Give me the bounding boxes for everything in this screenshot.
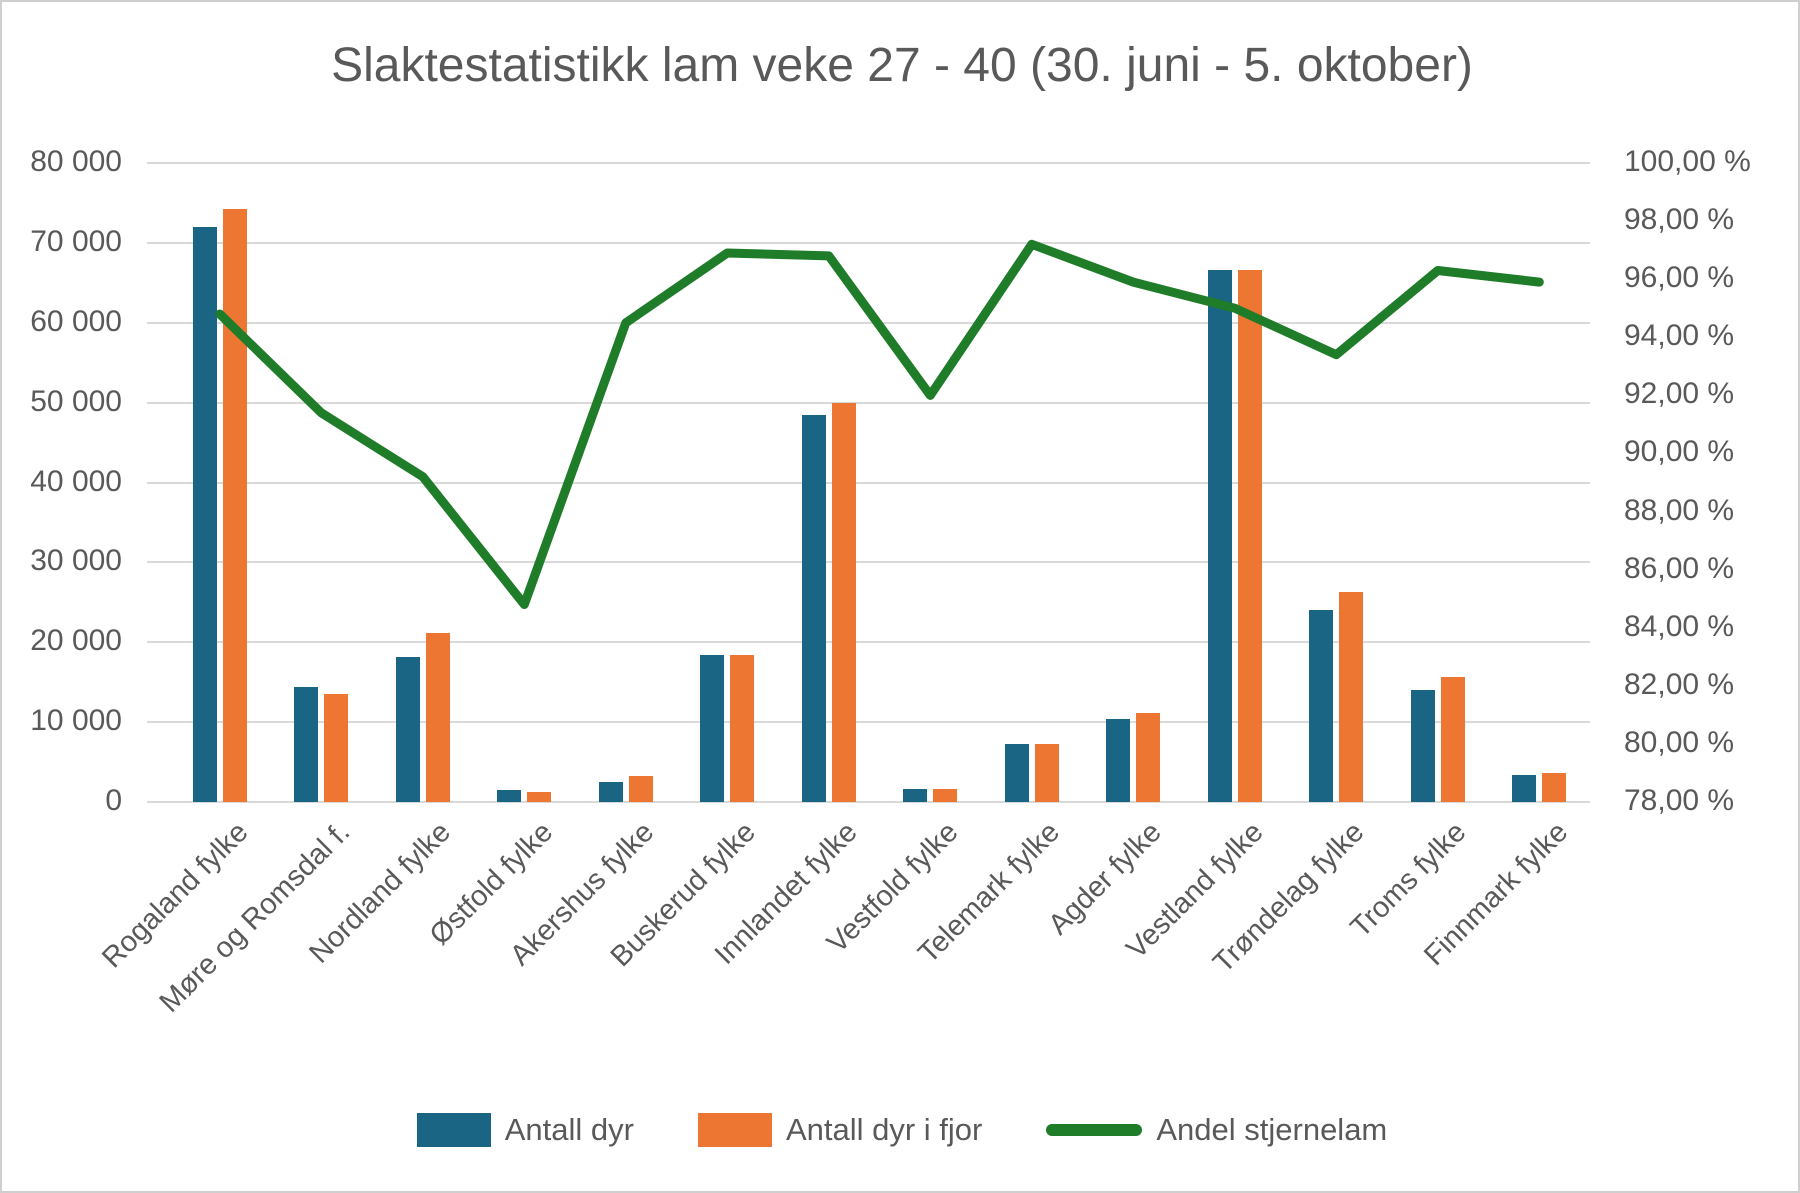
bar-antall-dyr-i-fjor (1035, 744, 1059, 802)
bar-antall-dyr (497, 790, 521, 802)
left-axis-tick-label: 20 000 (30, 624, 122, 657)
bar-antall-dyr-i-fjor (324, 694, 348, 802)
bar-antall-dyr (1106, 719, 1130, 802)
right-axis-tick-label: 84,00 % (1624, 610, 1735, 643)
bar-antall-dyr (1309, 610, 1333, 802)
left-axis-tick-label: 10 000 (30, 704, 122, 737)
right-axis-tick-label: 90,00 % (1624, 435, 1735, 468)
bar-antall-dyr-i-fjor (933, 789, 957, 802)
left-axis-tick-label: 60 000 (30, 305, 122, 338)
gridline (147, 482, 1590, 484)
bar-antall-dyr-i-fjor (1441, 677, 1465, 802)
bar-antall-dyr (1005, 744, 1029, 802)
bar-antall-dyr-i-fjor (730, 655, 754, 802)
bar-antall-dyr-i-fjor (1238, 270, 1262, 802)
bar-antall-dyr-i-fjor (527, 792, 551, 802)
left-axis-tick-label: 50 000 (30, 385, 122, 418)
gridline (147, 242, 1590, 244)
legend-label: Antall dyr i fjor (785, 1112, 983, 1147)
left-axis-tick-label: 0 (105, 784, 122, 817)
left-axis-tick-label: 30 000 (30, 544, 122, 577)
right-axis-tick-label: 78,00 % (1624, 784, 1735, 817)
gridline (147, 322, 1590, 324)
right-axis-tick-label: 92,00 % (1624, 377, 1735, 410)
right-axis-tick-label: 98,00 % (1624, 203, 1735, 236)
left-axis-tick-label: 70 000 (30, 225, 122, 258)
legend: Antall dyr Antall dyr i fjor Andel stjer… (2, 1100, 1798, 1160)
bar-antall-dyr (1411, 690, 1435, 802)
gridline (147, 162, 1590, 164)
legend-item-andel-stjernelam: Andel stjernelam (1046, 1112, 1387, 1148)
bar-antall-dyr-i-fjor (832, 403, 856, 802)
bar-antall-dyr-i-fjor (223, 209, 247, 802)
legend-label: Andel stjernelam (1156, 1112, 1388, 1147)
bar-antall-dyr (294, 687, 318, 802)
bar-antall-dyr-i-fjor (629, 776, 653, 802)
bar-antall-dyr-i-fjor (1136, 713, 1160, 802)
legend-item-antall-dyr: Antall dyr (416, 1112, 634, 1148)
right-axis-tick-label: 96,00 % (1624, 261, 1735, 294)
bar-antall-dyr (1208, 270, 1232, 802)
gridline (147, 801, 1590, 803)
orange-bar-swatch-icon (697, 1113, 772, 1147)
bar-antall-dyr (193, 227, 217, 802)
bar-antall-dyr (903, 789, 927, 802)
bar-antall-dyr (396, 657, 420, 802)
andel-stjernelam-polyline (215, 239, 1544, 609)
gridline (147, 402, 1590, 404)
gridline (147, 641, 1590, 643)
bar-antall-dyr-i-fjor (1542, 773, 1566, 802)
right-axis-tick-label: 80,00 % (1624, 726, 1735, 759)
gridline (147, 561, 1590, 563)
right-axis-tick-label: 100,00 % (1624, 145, 1751, 178)
bar-antall-dyr (599, 782, 623, 802)
left-axis-tick-label: 40 000 (30, 465, 122, 498)
bar-antall-dyr (700, 655, 724, 802)
chart-title: Slaktestatistikk lam veke 27 - 40 (30. j… (331, 39, 1473, 92)
right-axis-tick-label: 82,00 % (1624, 668, 1735, 701)
bar-antall-dyr-i-fjor (1339, 592, 1363, 802)
legend-label: Antall dyr (504, 1112, 634, 1147)
right-axis-tick-label: 86,00 % (1624, 552, 1735, 585)
bar-antall-dyr (1512, 775, 1536, 802)
legend-item-antall-dyr-i-fjor: Antall dyr i fjor (697, 1112, 983, 1148)
left-axis-tick-label: 80 000 (30, 145, 122, 178)
right-axis-tick-label: 88,00 % (1624, 494, 1735, 527)
right-axis-tick-label: 94,00 % (1624, 319, 1735, 352)
bar-antall-dyr (802, 415, 826, 802)
blue-bar-swatch-icon (416, 1113, 491, 1147)
green-line-swatch-icon (1046, 1124, 1143, 1136)
gridline (147, 721, 1590, 723)
bar-antall-dyr-i-fjor (426, 633, 450, 802)
